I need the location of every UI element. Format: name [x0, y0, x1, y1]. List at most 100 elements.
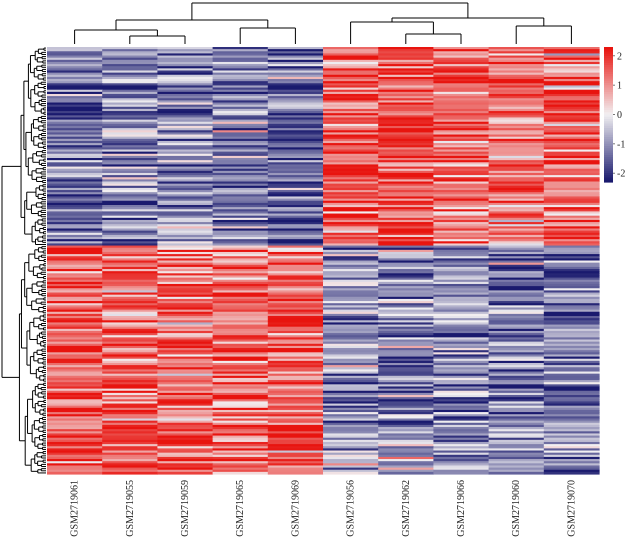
heatmap-cell: [323, 81, 379, 84]
heatmap-cell: [212, 435, 269, 439]
heatmap-cell: [323, 367, 379, 370]
heatmap-cell: [102, 172, 158, 176]
heatmap-cell: [47, 96, 103, 99]
heatmap-cell: [102, 168, 158, 172]
heatmap-cell: [102, 76, 158, 80]
colorbar-segment: [604, 148, 613, 152]
heatmap-cell: [488, 155, 545, 159]
heatmap-cell: [488, 367, 545, 370]
heatmap-cell: [433, 339, 490, 343]
heatmap-cell: [102, 307, 158, 311]
heatmap-cell: [433, 68, 490, 72]
heatmap-cell: [102, 128, 158, 131]
heatmap-cell: [212, 328, 269, 332]
heatmap-cell: [267, 192, 324, 195]
heatmap-cell: [157, 125, 214, 129]
heatmap-cell: [102, 352, 158, 356]
heatmap-cell: [47, 427, 103, 430]
heatmap-cell: [488, 190, 545, 193]
heatmap-cell: [212, 53, 269, 57]
heatmap-cell: [323, 170, 379, 174]
heatmap-cell: [323, 104, 379, 108]
heatmap-cell: [433, 358, 490, 362]
heatmap-cell: [102, 239, 158, 242]
heatmap-cell: [102, 264, 158, 268]
heatmap-cell: [488, 384, 545, 388]
heatmap-cell: [488, 196, 545, 200]
heatmap-cell: [488, 365, 545, 368]
heatmap-cell: [378, 405, 434, 409]
colorbar-segment: [604, 130, 613, 134]
heatmap-cell: [378, 100, 434, 104]
colorbar-segment: [604, 56, 613, 59]
heatmap-cell: [102, 237, 158, 240]
heatmap-cell: [212, 51, 269, 54]
heatmap-cell: [323, 395, 379, 398]
heatmap-cell: [47, 125, 103, 129]
heatmap-cell: [157, 160, 214, 163]
heatmap-cell: [47, 296, 103, 300]
heatmap-cell: [157, 79, 214, 82]
heatmap-cell: [267, 433, 324, 437]
heatmap-cell: [47, 377, 103, 381]
heatmap-cell: [323, 228, 379, 232]
heatmap-cell: [157, 316, 214, 319]
heatmap-cell: [47, 412, 103, 415]
heatmap-cell: [157, 467, 214, 471]
heatmap-cell: [323, 429, 379, 432]
heatmap-cell: [378, 91, 434, 95]
heatmap-cell: [433, 138, 490, 142]
heatmap-cell: [378, 459, 434, 462]
heatmap-cell: [323, 247, 379, 251]
heatmap-cell: [543, 207, 600, 210]
colorbar-segment: [604, 69, 613, 73]
heatmap-cell: [433, 271, 490, 274]
heatmap-cell: [102, 200, 158, 204]
colorbar-segment: [604, 76, 613, 80]
heatmap-cell: [212, 232, 269, 236]
heatmap-cell: [47, 51, 103, 54]
heatmap-cell: [157, 471, 214, 475]
heatmap-cell: [488, 130, 545, 133]
heatmap-cell: [433, 258, 490, 262]
heatmap-cell: [102, 288, 158, 291]
row-dendrogram: [1, 47, 46, 474]
heatmap-cell: [378, 313, 434, 317]
heatmap-cell: [102, 81, 158, 84]
heatmap-cell: [433, 123, 490, 127]
heatmap-cell: [543, 311, 600, 315]
heatmap-cell: [488, 337, 545, 341]
heatmap-cell: [488, 307, 545, 311]
heatmap-cell: [433, 125, 490, 129]
heatmap-cell: [212, 288, 269, 291]
heatmap-cell: [488, 339, 545, 343]
heatmap-cell: [378, 463, 434, 467]
heatmap-cell: [323, 230, 379, 234]
heatmap-cell: [543, 53, 600, 57]
heatmap-cell: [47, 360, 103, 364]
heatmap-cell: [47, 277, 103, 281]
heatmap-cell: [323, 420, 379, 424]
heatmap-cell: [157, 172, 214, 176]
heatmap-cell: [543, 134, 600, 138]
heatmap-cell: [102, 211, 158, 215]
heatmap-cell: [433, 275, 490, 279]
heatmap-cell: [323, 172, 379, 176]
heatmap-cell: [543, 333, 600, 336]
heatmap-cell: [47, 264, 103, 268]
heatmap-cell: [378, 125, 434, 129]
heatmap-cell: [378, 303, 434, 306]
sample-label: GSM2719061: [70, 480, 81, 537]
heatmap-cell: [102, 262, 158, 266]
heatmap-cell: [543, 151, 600, 155]
heatmap-cell: [102, 467, 158, 471]
heatmap-cell: [543, 224, 600, 227]
heatmap-cell: [212, 164, 269, 168]
heatmap-cell: [543, 81, 600, 84]
heatmap-cell: [47, 335, 103, 338]
heatmap-cell: [378, 243, 434, 247]
heatmap-cell: [488, 269, 545, 272]
sample-label: GSM2719060: [511, 480, 522, 537]
heatmap-cell: [543, 397, 600, 400]
heatmap-cell: [157, 388, 214, 392]
